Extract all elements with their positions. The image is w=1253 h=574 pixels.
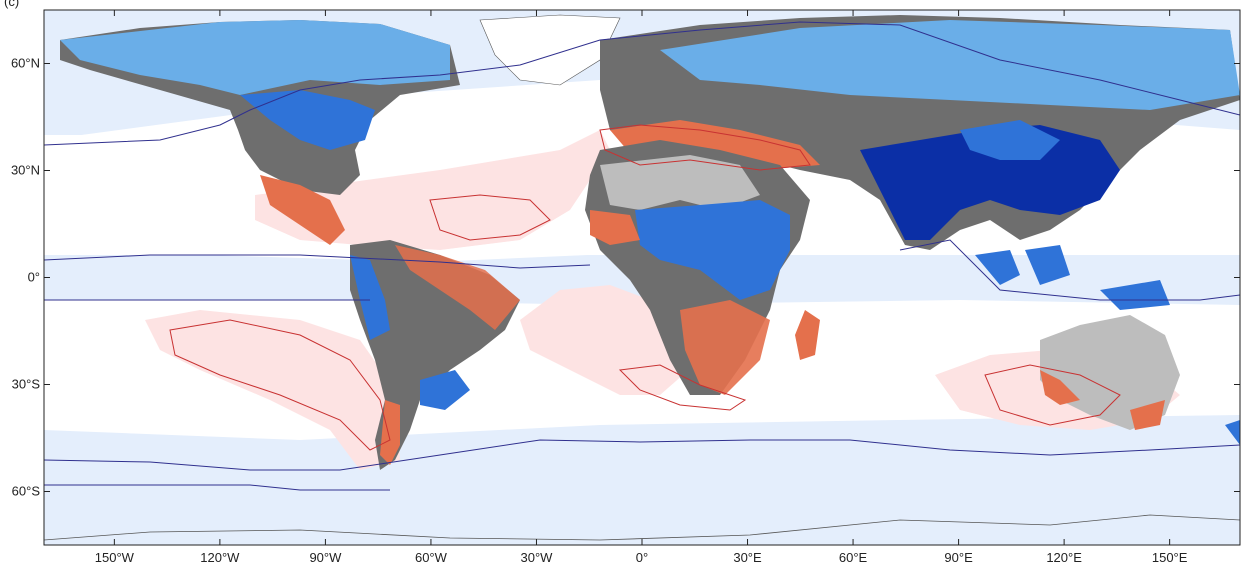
southeast-asia — [975, 245, 1170, 310]
y-tick-label: 60°N — [11, 56, 40, 71]
x-tick-label: 150°E — [1152, 550, 1188, 565]
x-tick-label: 60°W — [415, 550, 448, 565]
x-tick-label: 120°W — [200, 550, 240, 565]
x-tick-label: 90°E — [944, 550, 973, 565]
greenland — [479, 14, 621, 86]
y-tick-label: 0° — [28, 270, 40, 285]
tick-labels: 150°W 120°W 90°W 60°W 30°W 0° 30°E 60°E 90°E 120°… — [11, 56, 1188, 566]
panel-label: (c) — [4, 0, 20, 9]
land-masses — [44, 14, 1240, 541]
dry-contours — [169, 124, 1121, 451]
x-tick-label: 30°W — [521, 550, 554, 565]
y-tick-label: 30°N — [11, 163, 40, 178]
x-tick-label: 150°W — [95, 550, 135, 565]
tick-marks — [44, 10, 1240, 545]
x-tick-label: 120°E — [1046, 550, 1082, 565]
y-tick-label: 30°S — [12, 377, 41, 392]
x-tick-label: 90°W — [309, 550, 342, 565]
antarctica-coast — [44, 514, 1240, 541]
y-tick-label: 60°S — [12, 484, 41, 499]
wet-contours — [44, 21, 1240, 491]
x-tick-label: 0° — [636, 550, 648, 565]
x-tick-label: 30°E — [733, 550, 762, 565]
x-tick-label: 60°E — [839, 550, 868, 565]
